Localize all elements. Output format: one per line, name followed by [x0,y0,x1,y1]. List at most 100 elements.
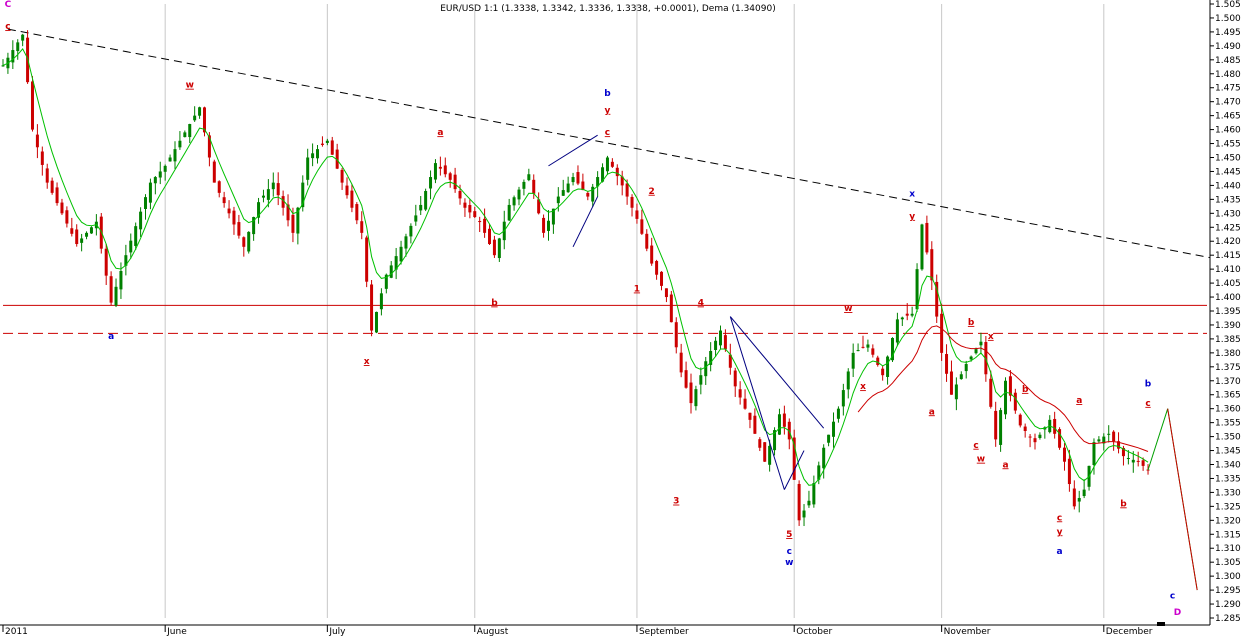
y-tick-label: 1.355 [1215,419,1241,429]
price-bar-body [984,342,988,375]
price-bar-body [389,265,393,278]
y-tick-label: 1.410 [1215,265,1241,275]
y-tick-label: 1.495 [1215,28,1241,38]
price-bar-body [232,210,236,225]
wave-label: x [988,332,994,342]
y-tick-label: 1.415 [1215,251,1241,261]
y-tick-label: 1.350 [1215,433,1241,443]
price-bar-body [832,421,836,437]
y-tick-label: 1.390 [1215,321,1241,331]
y-tick-label: 1.450 [1215,154,1241,164]
price-bar-body [807,500,811,506]
price-bar-body [252,217,256,235]
price-bar-body [566,183,570,193]
price-bar-body [217,181,221,193]
price-bar-body [443,165,447,175]
price-bar-body [689,382,693,404]
price-bar-body [325,140,329,143]
price-bar-body [1072,488,1076,507]
price-bar-body [45,168,49,183]
price-bar-body [954,384,958,400]
price-bar-body [507,204,511,221]
price-bar-body [905,313,909,316]
price-bar-body [438,166,442,169]
price-bar-body [792,437,796,480]
price-bar-body [330,140,334,155]
price-bar-body [959,374,963,380]
price-bar-body [109,276,113,303]
price-bar-body [704,361,708,377]
price-bar-body [1082,489,1086,497]
price-bar-body [846,371,850,390]
price-bar-body [193,115,197,121]
price-bar-body [458,190,462,199]
price-bar-body [581,181,585,191]
wave-label: D [1174,608,1181,618]
channel-line [783,450,805,490]
price-bar-body [227,208,231,214]
wave-label: c [1057,513,1062,523]
price-bar-body [625,183,629,197]
price-bar-body [748,412,752,420]
y-tick-label: 1.430 [1215,209,1241,219]
price-bar-body [16,42,20,52]
price-bar-body [89,227,93,234]
price-bar-body [1033,438,1037,443]
y-tick-label: 1.485 [1215,56,1241,66]
price-bar-body [935,281,939,317]
price-bar-body [453,174,457,190]
price-bar-body [153,177,157,184]
wave-label: y [909,212,915,222]
price-bar-body [316,149,320,159]
price-bar-body [129,240,133,253]
price-bar-body [1117,441,1121,449]
price-bar-body [576,172,580,184]
price-bar-body [714,340,718,350]
price-bar-body [920,224,924,270]
price-bar-body [497,238,501,259]
price-bar-body [890,337,894,361]
price-bar-body [1121,447,1125,457]
price-bar-body [743,398,747,409]
price-bar-body [610,161,614,167]
price-bar-body [173,149,177,162]
price-bar-body [1,65,5,67]
price-bar-body [370,284,374,331]
price-bar-body [1126,457,1130,459]
x-tick-label: October [796,627,832,636]
price-bar-body [139,211,143,230]
price-bar-body [645,233,649,249]
price-bar-body [276,183,280,196]
price-bar-body [723,335,727,350]
price-bar-body [242,237,246,247]
price-bar-body [900,317,904,320]
price-bar-body [222,197,226,204]
x-tick-label: December [1106,627,1153,636]
wave-label: a [1057,547,1063,557]
y-tick-label: 1.330 [1215,488,1241,498]
y-tick-label: 1.445 [1215,167,1241,177]
price-bar-body [517,189,521,200]
price-bar-body [80,238,84,243]
x-tick-label: September [639,627,689,636]
y-tick-label: 1.340 [1215,461,1241,471]
price-bar-body [374,311,378,333]
price-bar-body [257,202,261,218]
wave-label: a [1002,460,1008,470]
price-bar-body [35,134,39,148]
wave-label: x [860,382,866,392]
price-bar-body [188,124,192,138]
y-tick-label: 1.465 [1215,112,1241,122]
price-bar-body [709,351,713,365]
price-bar-body [532,179,536,194]
price-bar-body [409,225,413,237]
price-bar-body [301,182,305,208]
y-axis-panel [1210,0,1250,636]
wave-label: w [785,558,793,568]
price-bar-body [429,177,433,189]
price-bar-body [144,197,148,209]
price-bar-body [694,389,698,407]
price-bar-body [940,313,944,353]
y-tick-label: 1.375 [1215,363,1241,373]
